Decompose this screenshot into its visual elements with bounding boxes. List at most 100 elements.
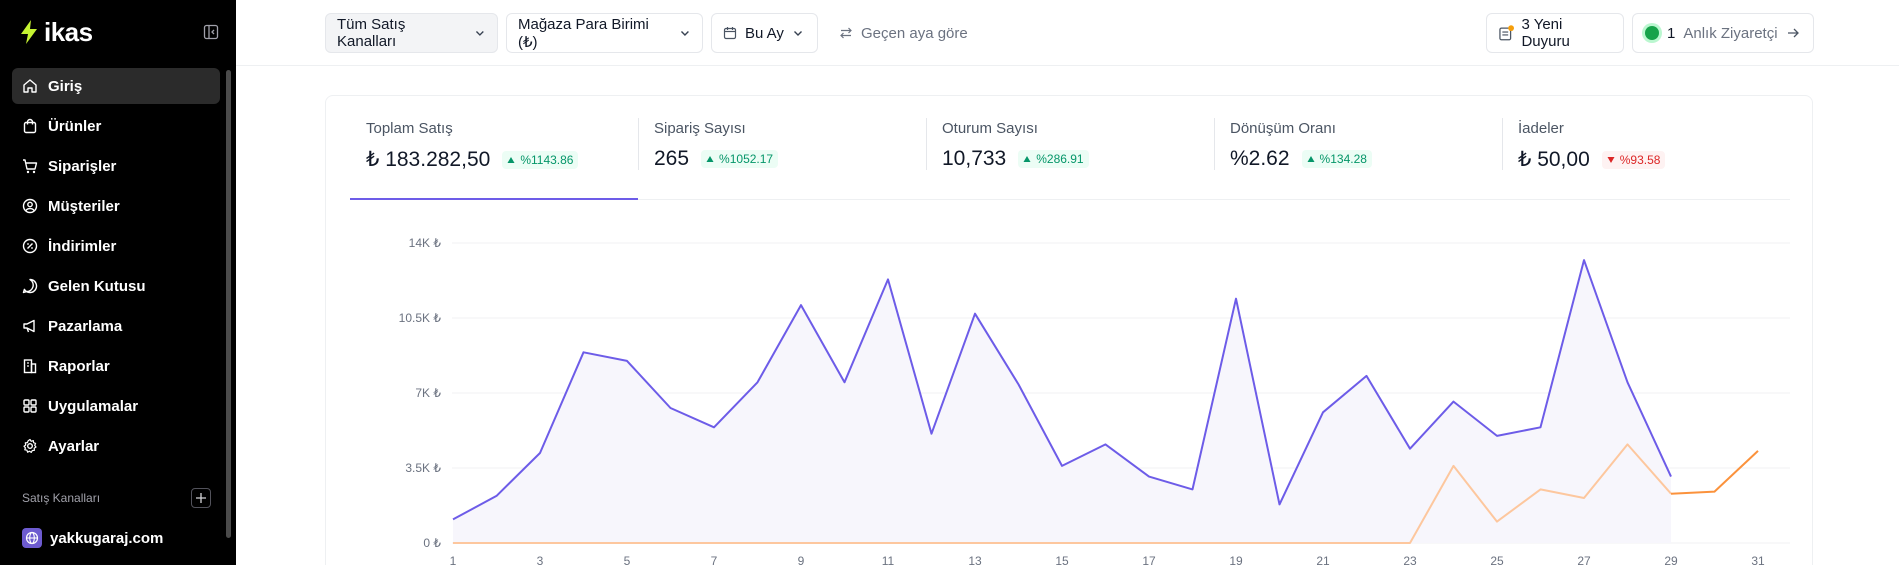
globe-icon [22, 528, 42, 548]
sidebar-item-raporlar[interactable]: Raporlar [12, 348, 220, 384]
brand-name: ikas [44, 17, 93, 47]
triangle-up-icon [706, 156, 714, 162]
collapse-sidebar-icon[interactable] [203, 24, 219, 40]
metric-session-count[interactable]: Oturum Sayısı 10,733 %286.91 [926, 96, 1214, 199]
sidebar-item-ayarlar[interactable]: Ayarlar [12, 428, 220, 464]
sales-channels-label: Satış Kanalları [22, 491, 101, 505]
metric-title: Sipariş Sayısı [654, 120, 746, 137]
sidebar-item-label: İndirimler [48, 237, 117, 255]
x-tick-label: 21 [1316, 554, 1330, 565]
sidebar-item-musteriler[interactable]: Müşteriler [12, 188, 220, 224]
metric-value: 10,733 [942, 147, 1007, 170]
y-tick-label: 10.5K ₺ [399, 311, 442, 325]
metric-change-value: %1052.17 [719, 152, 774, 166]
metric-change-badge: %1143.86 [502, 150, 579, 169]
gear-icon [22, 438, 38, 454]
cart-icon [22, 158, 38, 174]
series-1-area [453, 260, 1671, 543]
triangle-up-icon [507, 156, 515, 163]
metric-change-badge: %1052.17 [701, 150, 779, 168]
sidebar-item-label: Müşteriler [48, 197, 120, 215]
sidebar-scrollbar[interactable] [226, 70, 231, 538]
metric-conversion-rate[interactable]: Dönüşüm Oranı %2.62 %134.28 [1214, 96, 1502, 199]
metric-value: ₺ 183.282,50 [366, 148, 491, 171]
metric-change-value: %1143.86 [520, 152, 574, 167]
series-1-line [452, 259, 1672, 521]
apps-grid-icon [22, 398, 38, 414]
sidebar-item-gelen-kutusu[interactable]: Gelen Kutusu [12, 268, 220, 304]
sidebar-item-pazarlama[interactable]: Pazarlama [12, 308, 220, 344]
metric-change-badge: %93.58 [1601, 150, 1666, 169]
home-icon [22, 78, 38, 94]
x-tick-label: 31 [1751, 554, 1765, 565]
metric-total-sales[interactable]: Toplam Satış ₺ 183.282,50 %1143.86 [350, 96, 638, 200]
announcements-button[interactable]: 3 Yeni Duyuru [1486, 13, 1624, 53]
sales-channel-filter[interactable]: Tüm Satış Kanalları [325, 13, 498, 53]
sidebar-item-label: Ayarlar [48, 437, 100, 455]
date-filter[interactable]: Bu Ay [711, 13, 818, 53]
x-tick-label: 17 [1142, 554, 1156, 565]
date-filter-label: Bu Ay [745, 24, 784, 42]
metric-returns[interactable]: İadeler ₺ 50,00 %93.58 [1502, 96, 1790, 199]
sidebar-item-label: Giriş [48, 77, 83, 95]
calendar-icon [723, 27, 737, 40]
x-tick-label: 5 [624, 554, 631, 565]
metric-title: Dönüşüm Oranı [1230, 120, 1336, 137]
sidebar-item-siparisler[interactable]: Siparişler [12, 148, 220, 184]
metric-change-badge: %286.91 [1018, 150, 1089, 168]
y-tick-label: 0 ₺ [423, 536, 441, 550]
triangle-up-icon [1023, 156, 1031, 162]
add-channel-button[interactable] [191, 488, 211, 508]
compare-period-button[interactable]: Geçen aya göre [839, 13, 968, 53]
sidebar-item-uygulamalar[interactable]: Uygulamalar [12, 388, 220, 424]
x-tick-label: 9 [798, 554, 805, 565]
x-tick-label: 13 [968, 554, 982, 565]
bag-icon [22, 118, 38, 134]
currency-filter[interactable]: Mağaza Para Birimi (₺) [506, 13, 703, 53]
metric-change-value: %134.28 [1319, 152, 1367, 166]
sales-channel-item[interactable]: yakkugaraj.com [22, 528, 163, 548]
building-icon [22, 358, 38, 374]
arrow-right-icon [1787, 28, 1799, 38]
sidebar-nav: Giriş Ürünler Siparişler Müşteriler İndi… [12, 68, 220, 468]
metric-change-value: %286.91 [1036, 152, 1084, 166]
triangle-up-icon [1307, 156, 1315, 162]
sidebar-item-indirimler[interactable]: İndirimler [12, 228, 220, 264]
sidebar-item-label: Gelen Kutusu [48, 277, 146, 295]
currency-filter-label: Mağaza Para Birimi (₺) [518, 15, 649, 51]
metric-order-count[interactable]: Sipariş Sayısı 265 %1052.17 [638, 96, 926, 199]
series-3-line [1670, 450, 1759, 495]
logo[interactable]: ikas [18, 18, 93, 46]
metrics-row: Toplam Satış ₺ 183.282,50 %1143.86 Sipar… [350, 96, 1790, 200]
sales-chart: 0 ₺3.5K ₺7K ₺10.5K ₺14K ₺1 3 5 7 9 11 13 15 17 19… [399, 236, 1790, 565]
live-visitors-button[interactable]: 1 Anlık Ziyaretçi [1632, 13, 1814, 53]
bolt-icon [21, 20, 37, 44]
y-tick-label: 3.5K ₺ [405, 461, 441, 475]
announcements-label: 3 Yeni Duyuru [1521, 16, 1570, 50]
top-bar: Tüm Satış Kanalları Mağaza Para Birimi (… [236, 0, 1899, 66]
live-visitors-label: Anlık Ziyaretçi [1683, 24, 1778, 42]
x-tick-label: 19 [1229, 554, 1243, 565]
x-tick-label: 29 [1664, 554, 1678, 565]
chevron-down-icon [681, 31, 690, 36]
sidebar-item-label: Uygulamalar [48, 397, 139, 415]
metric-change-value: %93.58 [1619, 152, 1661, 167]
metric-title: İadeler [1518, 120, 1564, 137]
triangle-down-icon [1607, 156, 1615, 163]
sidebar-item-giris[interactable]: Giriş [12, 68, 220, 104]
sidebar-item-label: Siparişler [48, 157, 117, 175]
chat-icon [22, 278, 38, 294]
metric-title: Oturum Sayısı [942, 120, 1038, 137]
x-tick-label: 7 [711, 554, 718, 565]
sidebar-item-label: Pazarlama [48, 317, 123, 335]
y-tick-label: 14K ₺ [409, 236, 442, 250]
metric-title: Toplam Satış [366, 120, 453, 137]
x-tick-label: 15 [1055, 554, 1069, 565]
compare-period-label: Geçen aya göre [861, 24, 968, 42]
news-icon [1499, 25, 1514, 41]
chevron-down-icon [793, 31, 802, 36]
sidebar-item-urunler[interactable]: Ürünler [12, 108, 220, 144]
x-tick-label: 27 [1577, 554, 1591, 565]
x-tick-label: 1 [450, 554, 457, 565]
user-circle-icon [22, 198, 38, 214]
